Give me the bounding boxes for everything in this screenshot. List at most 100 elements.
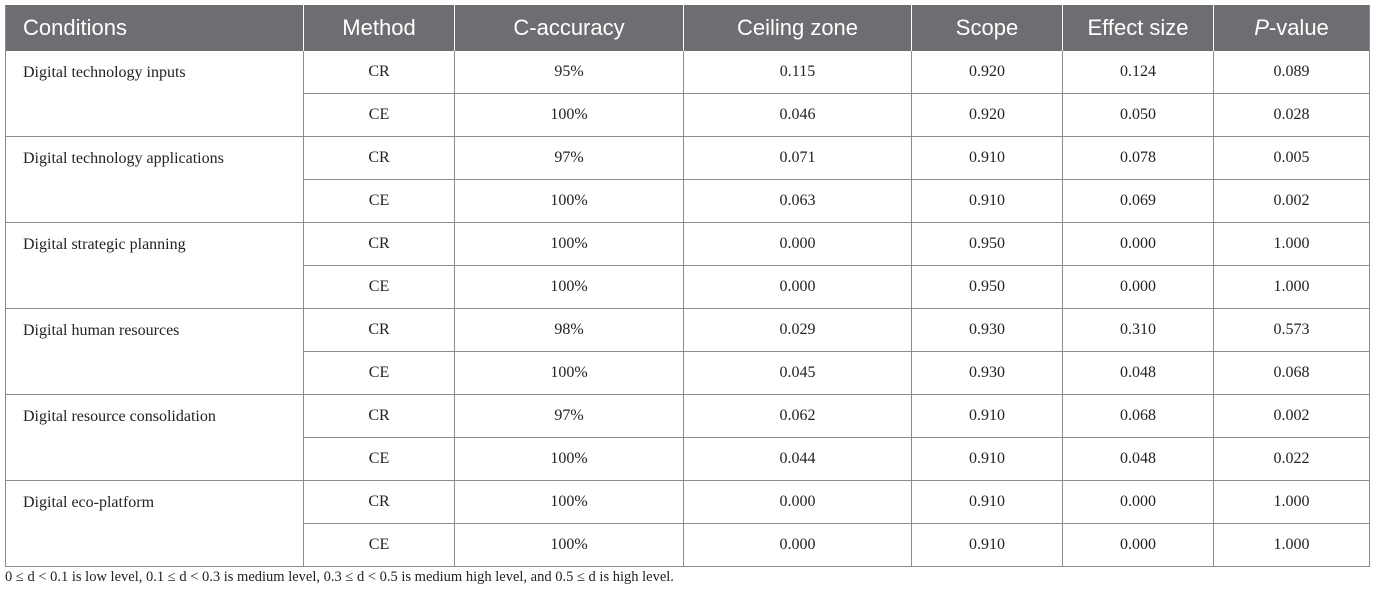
nca-results-table: Conditions Method C-accuracy Ceiling zon… xyxy=(5,5,1370,567)
cell-c-accuracy: 100% xyxy=(454,437,684,481)
header-p-value-prefix: P xyxy=(1254,15,1269,40)
header-scope: Scope xyxy=(911,5,1063,51)
cell-c-accuracy: 95% xyxy=(454,51,684,94)
cell-scope: 0.950 xyxy=(911,222,1063,266)
cell-ceiling-zone: 0.000 xyxy=(683,222,912,266)
cell-p-value: 0.005 xyxy=(1213,136,1370,180)
cell-ceiling-zone: 0.063 xyxy=(683,179,912,223)
cell-method: CR xyxy=(303,394,455,438)
cell-ceiling-zone: 0.115 xyxy=(683,51,912,94)
cell-p-value: 0.068 xyxy=(1213,351,1370,395)
cell-condition: Digital strategic planning xyxy=(5,222,304,309)
header-p-value-suffix: -value xyxy=(1268,15,1329,40)
cell-method: CE xyxy=(303,179,455,223)
cell-p-value: 0.002 xyxy=(1213,179,1370,223)
cell-scope: 0.920 xyxy=(911,93,1063,137)
header-method: Method xyxy=(303,5,455,51)
cell-effect-size: 0.310 xyxy=(1062,308,1214,352)
cell-p-value: 1.000 xyxy=(1213,265,1370,309)
cell-method: CR xyxy=(303,136,455,180)
table-row: CE 100% 0.000 0.950 0.000 1.000 xyxy=(6,265,1370,309)
table-header: Conditions Method C-accuracy Ceiling zon… xyxy=(5,5,1370,51)
cell-condition: Digital human resources xyxy=(5,308,304,395)
cell-ceiling-zone: 0.046 xyxy=(683,93,912,137)
table-row: Digital technology inputs CR 95% 0.115 0.920… xyxy=(5,51,1370,137)
cell-scope: 0.930 xyxy=(911,308,1063,352)
header-c-accuracy: C-accuracy xyxy=(454,5,684,51)
cell-c-accuracy: 100% xyxy=(454,480,684,524)
cell-ceiling-zone: 0.000 xyxy=(683,265,912,309)
cell-scope: 0.950 xyxy=(911,265,1063,309)
cell-method: CR xyxy=(303,480,455,524)
cell-effect-size: 0.000 xyxy=(1062,523,1214,567)
cell-c-accuracy: 100% xyxy=(454,351,684,395)
cell-effect-size: 0.078 xyxy=(1062,136,1214,180)
cell-ceiling-zone: 0.071 xyxy=(683,136,912,180)
cell-effect-size: 0.068 xyxy=(1062,394,1214,438)
cell-c-accuracy: 100% xyxy=(454,523,684,567)
table-row: Digital human resources CR 98% 0.029 0.930 0.… xyxy=(5,308,1370,395)
cell-c-accuracy: 98% xyxy=(454,308,684,352)
table-row: Digital eco-platform CR 100% 0.000 0.910 0.00… xyxy=(5,480,1370,567)
cell-c-accuracy: 100% xyxy=(454,93,684,137)
header-p-value: P-value xyxy=(1213,5,1370,51)
header-effect-size: Effect size xyxy=(1062,5,1214,51)
table-row: Digital strategic planning CR 100% 0.000 0.9… xyxy=(5,222,1370,309)
table-row: CE 100% 0.063 0.910 0.069 0.002 xyxy=(6,179,1370,223)
cell-p-value: 0.573 xyxy=(1213,308,1370,352)
cell-condition: Digital technology inputs xyxy=(5,51,304,137)
cell-c-accuracy: 97% xyxy=(454,136,684,180)
cell-method: CE xyxy=(303,93,455,137)
cell-method: CE xyxy=(303,523,455,567)
cell-effect-size: 0.000 xyxy=(1062,480,1214,524)
cell-ceiling-zone: 0.044 xyxy=(683,437,912,481)
cell-p-value: 1.000 xyxy=(1213,222,1370,266)
cell-c-accuracy: 97% xyxy=(454,394,684,438)
cell-p-value: 1.000 xyxy=(1213,523,1370,567)
cell-effect-size: 0.050 xyxy=(1062,93,1214,137)
table-row: CE 100% 0.045 0.930 0.048 0.068 xyxy=(6,351,1370,395)
cell-effect-size: 0.048 xyxy=(1062,351,1214,395)
cell-method: CR xyxy=(303,222,455,266)
cell-effect-size: 0.000 xyxy=(1062,265,1214,309)
cell-scope: 0.910 xyxy=(911,523,1063,567)
cell-c-accuracy: 100% xyxy=(454,222,684,266)
cell-p-value: 1.000 xyxy=(1213,480,1370,524)
cell-scope: 0.910 xyxy=(911,179,1063,223)
header-conditions: Conditions xyxy=(5,5,304,51)
cell-scope: 0.910 xyxy=(911,480,1063,524)
header-row: Conditions Method C-accuracy Ceiling zon… xyxy=(5,5,1370,51)
cell-effect-size: 0.069 xyxy=(1062,179,1214,223)
cell-method: CR xyxy=(303,308,455,352)
cell-ceiling-zone: 0.029 xyxy=(683,308,912,352)
cell-p-value: 0.002 xyxy=(1213,394,1370,438)
cell-condition: Digital technology applications xyxy=(5,136,304,223)
table-footnote: 0 ≤ d < 0.1 is low level, 0.1 ≤ d < 0.3 … xyxy=(5,569,674,585)
cell-method: CE xyxy=(303,265,455,309)
cell-scope: 0.910 xyxy=(911,136,1063,180)
table-body: Digital technology inputs CR 95% 0.115 0.920… xyxy=(5,51,1370,567)
cell-method: CR xyxy=(303,51,455,94)
cell-condition: Digital resource consolidation xyxy=(5,394,304,481)
cell-method: CE xyxy=(303,437,455,481)
cell-ceiling-zone: 0.045 xyxy=(683,351,912,395)
cell-ceiling-zone: 0.000 xyxy=(683,523,912,567)
table-row: CE 100% 0.046 0.920 0.050 0.028 xyxy=(6,93,1370,137)
table-row: Digital technology applications CR 97% 0.07… xyxy=(5,136,1370,223)
cell-scope: 0.930 xyxy=(911,351,1063,395)
table-row: CE 100% 0.000 0.910 0.000 1.000 xyxy=(6,523,1370,567)
cell-ceiling-zone: 0.062 xyxy=(683,394,912,438)
cell-effect-size: 0.000 xyxy=(1062,222,1214,266)
table-row: CE 100% 0.044 0.910 0.048 0.022 xyxy=(6,437,1370,481)
table-row: Digital resource consolidation CR 97% 0.062… xyxy=(5,394,1370,481)
cell-c-accuracy: 100% xyxy=(454,265,684,309)
header-ceiling-zone: Ceiling zone xyxy=(683,5,912,51)
cell-ceiling-zone: 0.000 xyxy=(683,480,912,524)
cell-scope: 0.910 xyxy=(911,437,1063,481)
cell-method: CE xyxy=(303,351,455,395)
cell-p-value: 0.089 xyxy=(1213,51,1370,94)
cell-p-value: 0.022 xyxy=(1213,437,1370,481)
cell-p-value: 0.028 xyxy=(1213,93,1370,137)
cell-scope: 0.910 xyxy=(911,394,1063,438)
cell-c-accuracy: 100% xyxy=(454,179,684,223)
